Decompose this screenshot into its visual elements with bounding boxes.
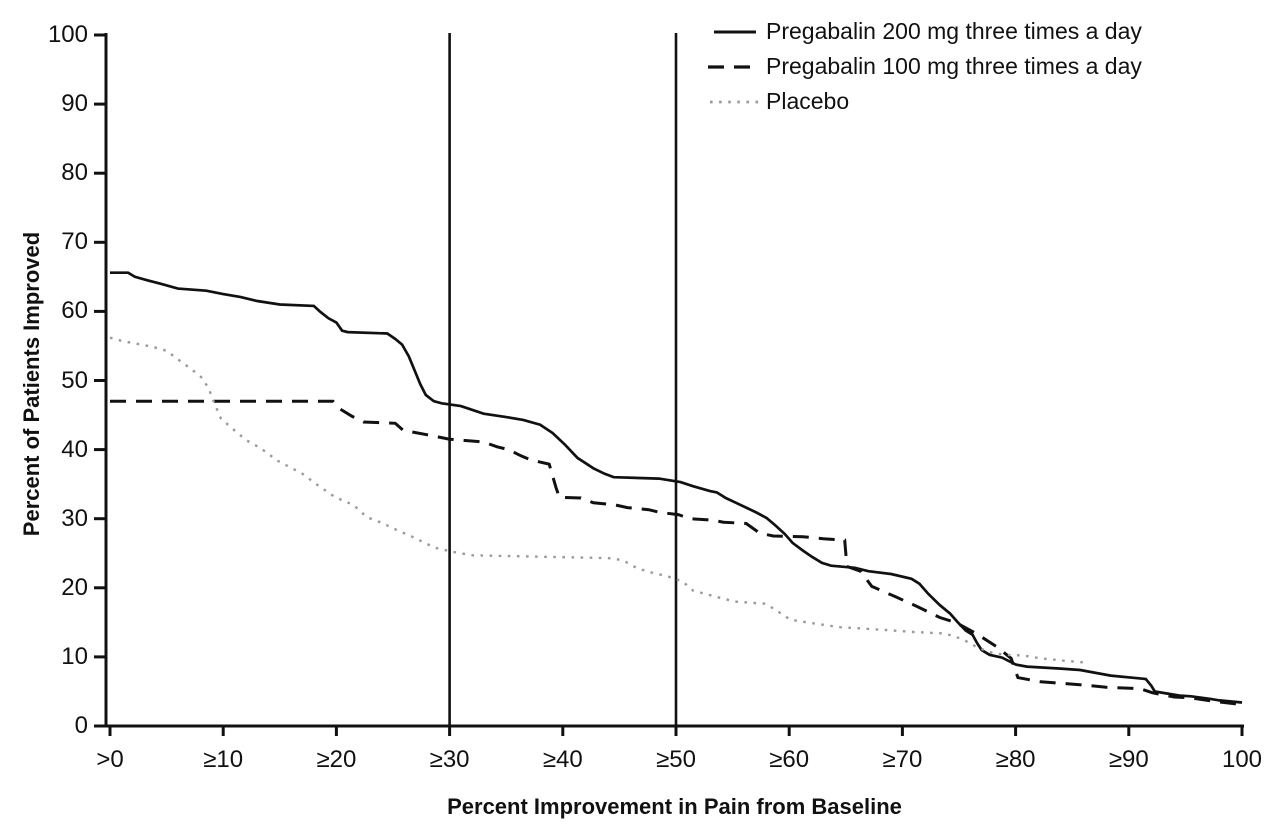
y-tick-label: 30 (61, 504, 88, 532)
y-tick-label: 40 (61, 435, 88, 463)
dashed-line-icon (708, 64, 760, 69)
y-tick-label: 10 (61, 642, 88, 670)
series-line-2 (109, 336, 1084, 664)
legend: Pregabalin 200 mg three times a day Preg… (708, 14, 1142, 119)
y-tick-label: 0 (74, 712, 88, 739)
x-tick-label: ≥90 (1108, 746, 1149, 773)
legend-item-pregabalin-200: Pregabalin 200 mg three times a day (708, 14, 1142, 49)
y-tick-label: 90 (61, 90, 88, 118)
legend-item-pregabalin-100: Pregabalin 100 mg three times a day (708, 49, 1142, 84)
legend-label: Pregabalin 100 mg three times a day (766, 53, 1142, 79)
y-tick-label: 70 (61, 228, 88, 256)
legend-label: Placebo (766, 88, 850, 114)
series-line-0 (110, 271, 1243, 704)
x-axis-title: Percent Improvement in Pain from Baselin… (447, 794, 902, 819)
x-tick-label: ≥60 (769, 746, 810, 773)
x-tick-label: ≥50 (656, 746, 696, 773)
x-tick-label: ≥10 (203, 746, 244, 773)
x-tick-label: ≥20 (316, 746, 357, 773)
y-tick-label: 20 (61, 573, 88, 601)
x-tick-label: >0 (96, 746, 124, 773)
x-tick-label: ≥30 (429, 746, 470, 773)
solid-line-icon (714, 30, 756, 33)
legend-item-placebo: Placebo (708, 84, 1142, 119)
x-tick-label: ≥40 (542, 746, 583, 773)
x-tick-label: ≥70 (882, 746, 923, 773)
x-tick-label: 100 (1221, 746, 1263, 773)
y-tick-label: 80 (61, 159, 88, 187)
dotted-line-icon (710, 100, 758, 103)
y-axis-title: Percent of Patients Improved (19, 231, 44, 537)
y-tick-label: 60 (61, 297, 88, 325)
y-tick-label: 50 (61, 366, 88, 394)
x-tick-label: ≥80 (995, 746, 1036, 773)
series-line-1 (110, 399, 1243, 707)
y-tick-label: 100 (47, 21, 88, 48)
legend-label: Pregabalin 200 mg three times a day (766, 18, 1142, 44)
